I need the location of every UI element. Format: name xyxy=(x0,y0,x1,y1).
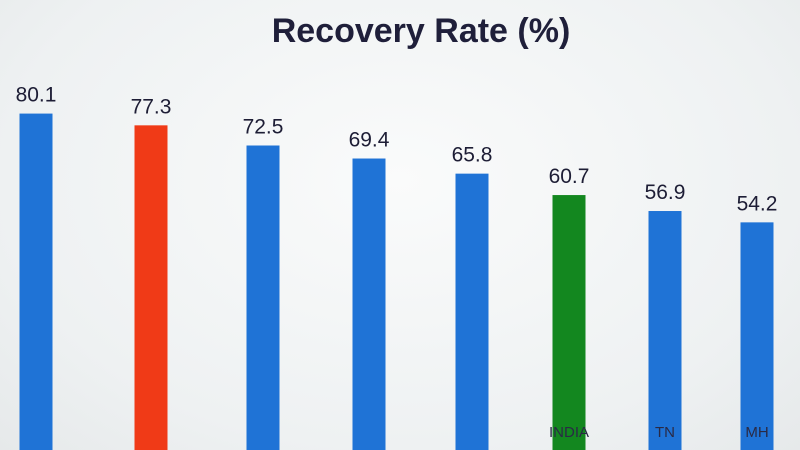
value-label-2: 77.3 xyxy=(131,95,172,118)
bar-7 xyxy=(648,211,682,450)
value-labels-group: 80.1 77.3 72.5 69.4 65.8 60.7 56.9 54.2 xyxy=(16,84,778,216)
bars-group xyxy=(19,113,774,450)
value-label-4: 69.4 xyxy=(349,129,390,152)
bar-6 xyxy=(552,195,586,450)
bar-3 xyxy=(246,145,280,450)
category-label-tn: TN xyxy=(655,424,675,441)
category-label-india: INDIA xyxy=(549,424,589,441)
category-labels-group: INDIA TN MH xyxy=(549,424,769,441)
value-label-1: 80.1 xyxy=(16,84,57,107)
value-label-8: 54.2 xyxy=(737,192,778,215)
bar-4 xyxy=(352,158,386,450)
bar-5 xyxy=(455,173,489,450)
value-label-5: 65.8 xyxy=(452,144,493,167)
category-label-mh: MH xyxy=(745,424,768,441)
bar-8 xyxy=(740,222,774,450)
bar-1 xyxy=(19,113,53,450)
value-label-7: 56.9 xyxy=(645,181,686,204)
bar-2 xyxy=(134,125,168,450)
value-label-6: 60.7 xyxy=(549,165,590,188)
chart-title: Recovery Rate (%) xyxy=(272,12,571,50)
value-label-3: 72.5 xyxy=(243,116,284,139)
